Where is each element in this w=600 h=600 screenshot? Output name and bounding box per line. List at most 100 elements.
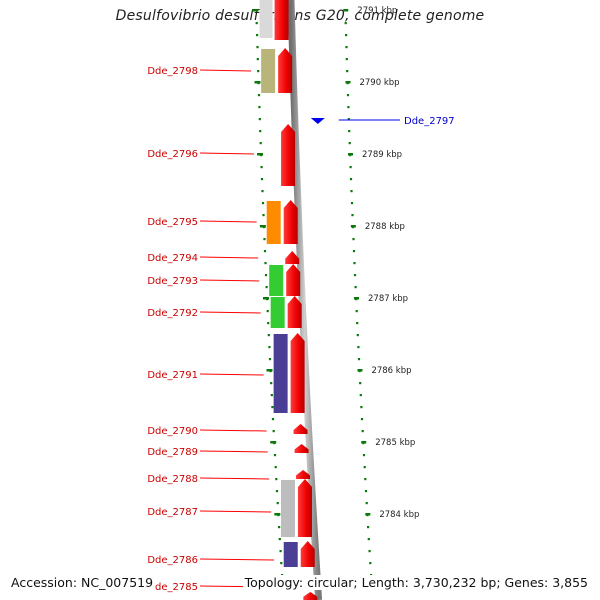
tick-dot-left bbox=[276, 502, 279, 505]
scale-tick-left bbox=[257, 153, 264, 156]
tick-dot-right bbox=[349, 178, 353, 181]
label-leader-dde_2796 bbox=[199, 152, 254, 155]
tick-dot-right bbox=[360, 418, 364, 421]
tick-dot-right bbox=[359, 382, 362, 385]
gene-label-dde_2796: Dde_2796 bbox=[147, 149, 198, 160]
tick-dot-right bbox=[348, 142, 351, 145]
tick-dot-left bbox=[265, 286, 268, 289]
tick-dot-right bbox=[346, 70, 349, 73]
tick-dot-left bbox=[264, 262, 267, 265]
gene-label-dde_2788: Dde_2788 bbox=[147, 474, 198, 485]
scale-tick bbox=[345, 81, 351, 84]
tick-dot-left bbox=[257, 94, 261, 97]
scale-tick bbox=[361, 441, 367, 444]
gene-label-dde_2789: Dde_2789 bbox=[147, 447, 198, 458]
label-leader-dde_2786 bbox=[199, 558, 275, 561]
scale-label: 2788 kbp bbox=[365, 222, 405, 232]
tick-dot-left bbox=[279, 550, 282, 553]
gene-arrow-dde_2788 bbox=[296, 470, 311, 479]
tick-dot-right bbox=[359, 394, 362, 397]
label-leader-dde_2789 bbox=[199, 450, 268, 453]
tick-dot-left bbox=[258, 118, 261, 121]
scale-tick bbox=[365, 513, 371, 516]
tick-dot-right bbox=[353, 274, 357, 277]
gene-arrow-dde_2793 bbox=[286, 264, 301, 296]
gene-label-dde_2795: Dde_2795 bbox=[147, 217, 198, 228]
scale-tick-left bbox=[270, 441, 277, 444]
tick-dot-left bbox=[275, 478, 278, 481]
tick-dot-left bbox=[258, 106, 261, 109]
scale-label: 2785 kbp bbox=[375, 438, 415, 448]
tick-dot-left bbox=[270, 394, 273, 397]
tick-dot-left bbox=[256, 34, 259, 37]
gene-arrow-dde_2789 bbox=[294, 444, 309, 453]
tick-dot-left bbox=[259, 130, 262, 133]
tick-dot-right bbox=[345, 34, 348, 37]
tick-dot-right bbox=[350, 190, 353, 193]
scale-ruler: 2791 kbp 2790 kbp 2789 kbp 2788 kbp 2787 kbp… bbox=[252, 6, 419, 520]
gene-label-dde_2787: Dde_2787 bbox=[147, 507, 198, 518]
tick-dot-right bbox=[349, 166, 352, 169]
scale-label: 2791 kbp bbox=[357, 6, 397, 16]
scale-tick bbox=[350, 225, 356, 228]
tick-dot-right bbox=[354, 286, 357, 289]
scale-tick bbox=[343, 9, 349, 12]
tick-dot-left bbox=[270, 382, 273, 385]
tick-dot-left bbox=[266, 310, 269, 313]
cog-block-dde_2787 bbox=[280, 480, 295, 537]
tick-dot-right bbox=[360, 406, 363, 409]
tick-dot-left bbox=[275, 490, 279, 493]
gene-label-dde_2786: Dde_2786 bbox=[147, 555, 198, 566]
tick-dot-right bbox=[356, 334, 359, 337]
gene-label-dde_2797: Dde_2797 bbox=[404, 116, 455, 127]
gene-arrow-dde_2797 bbox=[310, 118, 325, 124]
tick-dot-right bbox=[352, 238, 355, 241]
gene-arrow-dde_2798 bbox=[278, 48, 293, 93]
label-leader-dde_2788 bbox=[199, 477, 270, 480]
gene-arrow-dde_2787 bbox=[297, 479, 312, 537]
scale-tick bbox=[354, 297, 360, 300]
tick-dot-right bbox=[355, 310, 358, 313]
tick-dot-right bbox=[353, 262, 356, 265]
genome-summary-text: Topology: circular; Length: 3,730,232 bp… bbox=[242, 575, 590, 590]
label-leader-dde_2787 bbox=[199, 510, 272, 513]
backbone bbox=[287, 0, 323, 600]
gene-arrow-dde_2792 bbox=[287, 296, 302, 328]
scale-tick-left bbox=[263, 297, 270, 300]
label-leader-dde_2792 bbox=[199, 311, 261, 314]
tick-dot-left bbox=[255, 22, 258, 25]
tick-dot-left bbox=[261, 190, 264, 193]
scale-tick-left bbox=[254, 81, 261, 84]
tick-dot-left bbox=[263, 250, 267, 253]
tick-dot-right bbox=[367, 526, 370, 529]
tick-dot-right bbox=[362, 454, 366, 457]
tick-dot-right bbox=[364, 478, 367, 481]
tick-dot-right bbox=[357, 346, 360, 349]
gene-labels: Dde_2798 Dde_2797 Dde_2796 Dde_2795 Dde_2794… bbox=[147, 66, 454, 593]
tick-dot-left bbox=[278, 526, 281, 529]
label-leader-dde_2791 bbox=[199, 373, 264, 376]
scale-label: 2790 kbp bbox=[359, 78, 399, 88]
cog-block-dde_2786 bbox=[283, 542, 298, 567]
cog-block-dde_2795 bbox=[266, 201, 281, 244]
gene-label-dde_2791: Dde_2791 bbox=[147, 370, 198, 381]
gene-partial-top bbox=[274, 0, 289, 40]
cog-block-dde_2798 bbox=[261, 49, 276, 93]
gene-arrow-dde_2796 bbox=[281, 124, 296, 186]
gene-track bbox=[274, 0, 325, 600]
cog-block-dde_2793 bbox=[269, 265, 284, 296]
accession-text: Accession: NC_007519 bbox=[9, 575, 156, 590]
tick-dot-left bbox=[273, 454, 277, 457]
tick-dot-left bbox=[268, 358, 272, 361]
scale-label: 2787 kbp bbox=[368, 294, 408, 304]
tick-dot-right bbox=[356, 322, 359, 325]
scale-label: 2784 kbp bbox=[379, 510, 419, 520]
cog-partial-top bbox=[259, 0, 273, 38]
label-leader-dde_2790 bbox=[199, 429, 267, 432]
tick-dot-right bbox=[363, 466, 366, 469]
tick-dot-left bbox=[260, 178, 264, 181]
tick-dot-left bbox=[271, 406, 274, 409]
gene-label-dde_2793: Dde_2793 bbox=[147, 276, 198, 287]
tick-dot-left bbox=[267, 322, 270, 325]
